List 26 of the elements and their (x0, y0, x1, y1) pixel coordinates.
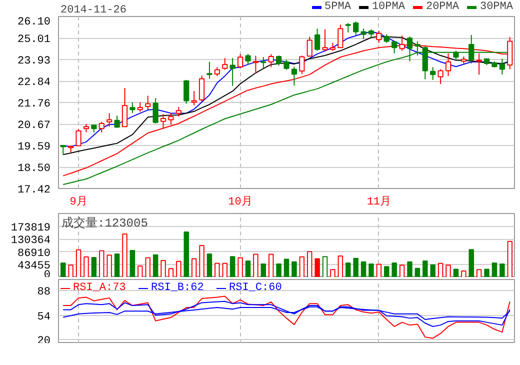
y-tick-label: 54 (37, 311, 51, 324)
y-tick-label: 17.42 (17, 184, 51, 196)
legend-label: RSI_C:60 (229, 281, 282, 295)
legend-label: 30PMA (480, 1, 513, 13)
annotation: 成交量:123005 (62, 216, 148, 230)
y-tick-label: 21.76 (17, 98, 51, 110)
legend-label: 20PMA (426, 1, 459, 13)
y-tick-label: 26.10 (17, 16, 51, 28)
y-tick-label: 20.67 (17, 120, 51, 132)
y-tick-label: 88 (37, 286, 50, 299)
legend-label: 10PMA (372, 1, 405, 13)
y-tick-label: 86910 (17, 248, 51, 260)
y-tick-label: 130364 (10, 235, 51, 248)
chart-title: 2014-11-26 (60, 4, 127, 16)
y-tick-label: 18.50 (17, 163, 51, 176)
x-tick-label: 11月 (366, 196, 392, 208)
y-tick-label: 25.01 (17, 34, 51, 46)
x-tick-label: 9月 (70, 196, 88, 208)
y-tick-label: 173819 (10, 222, 51, 234)
x-tick-label: 10月 (228, 196, 252, 208)
legend-label: RSI_B:62 (151, 281, 204, 295)
series-label: RSI_A:73 (73, 281, 126, 295)
y-tick-label: 22.84 (17, 77, 51, 90)
y-tick-label: 19.59 (17, 142, 51, 154)
y-tick-label: 23.93 (17, 56, 51, 68)
legend-label: 5PMA (324, 1, 351, 13)
